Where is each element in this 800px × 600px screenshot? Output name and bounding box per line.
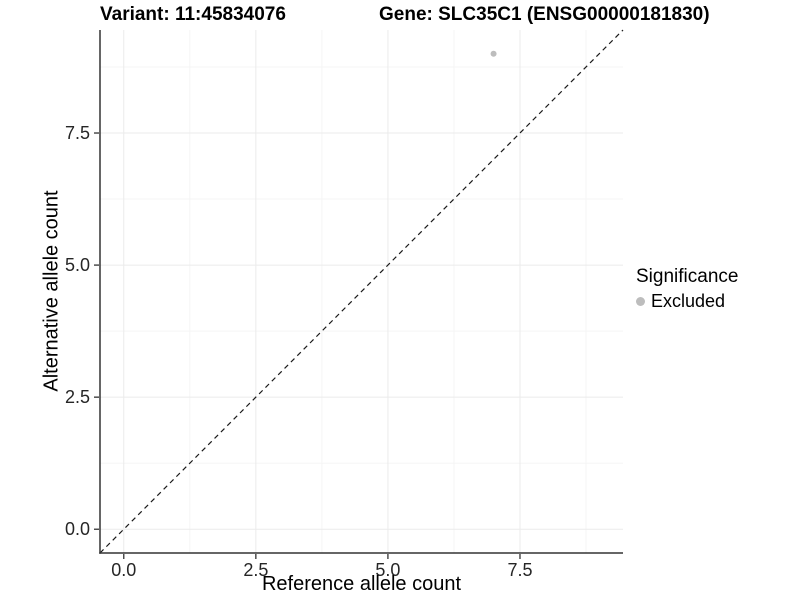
- y-tick-label: 0.0: [65, 519, 90, 539]
- x-axis-title: Reference allele count: [261, 573, 461, 595]
- y-tick-label: 2.5: [65, 387, 90, 407]
- plot-title-gene: Gene: SLC35C1 (ENSG00000181830): [379, 4, 710, 25]
- legend-item-excluded: Excluded: [636, 291, 738, 312]
- legend-key-dot-icon: [636, 297, 645, 306]
- legend-item-label: Excluded: [651, 291, 726, 311]
- x-tick-label: 7.5: [507, 560, 532, 580]
- y-tick-label: 5.0: [65, 255, 90, 275]
- data-point: [490, 50, 497, 57]
- y-tick-label: 7.5: [65, 123, 90, 143]
- y-axis-title: Alternative allele count: [40, 190, 63, 392]
- x-tick-label: 2.5: [243, 560, 268, 580]
- x-tick-label: 5.0: [375, 560, 400, 580]
- legend: Significance Excluded: [636, 266, 738, 312]
- legend-title: Significance: [636, 266, 739, 287]
- identity-line: [99, 29, 624, 554]
- plot-title-variant: Variant: 11:45834076: [100, 4, 286, 25]
- x-tick-label: 0.0: [111, 560, 136, 580]
